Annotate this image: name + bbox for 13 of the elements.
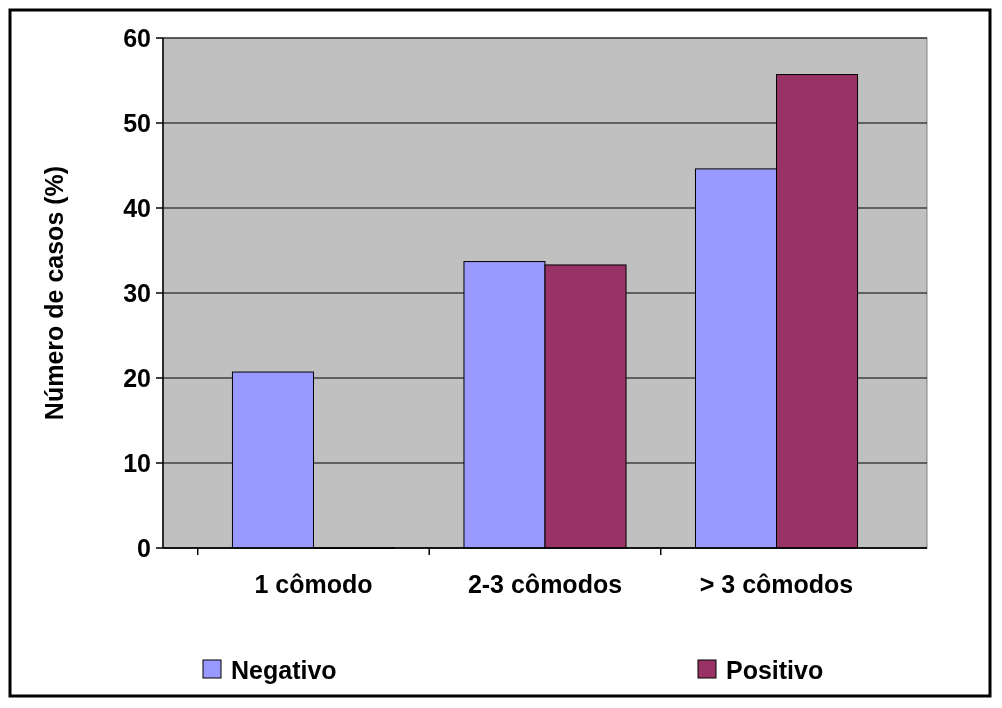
x-tick-label: 1 cômodo — [254, 570, 373, 598]
y-tick-label: 10 — [123, 448, 151, 477]
y-tick-label: 20 — [123, 363, 151, 392]
legend-label: Negativo — [231, 655, 337, 684]
y-axis-title: Número de casos (%) — [40, 165, 68, 421]
x-tick-label: 2-3 cômodos — [467, 570, 623, 598]
y-tick-label: 50 — [123, 108, 151, 137]
y-tick-label: 40 — [123, 193, 151, 222]
x-tick-label: > 3 cômodos — [699, 570, 854, 598]
y-tick-label: 60 — [123, 23, 151, 52]
y-tick-label: 0 — [137, 533, 151, 562]
legend-label: Positivo — [726, 655, 824, 684]
y-tick-label: 30 — [123, 278, 151, 307]
